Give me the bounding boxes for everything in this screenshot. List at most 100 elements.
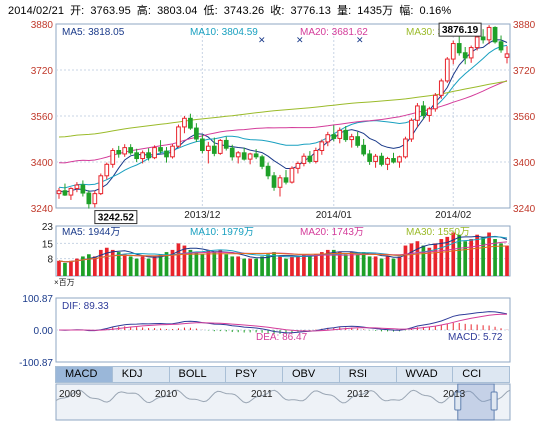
candle-body xyxy=(456,43,462,54)
tab-kdj[interactable]: KDJ xyxy=(113,367,170,382)
tab-wvad[interactable]: WVAD xyxy=(397,367,454,382)
candle-body xyxy=(223,139,229,149)
macd-tick: 0.00 xyxy=(34,326,54,337)
volume-bar xyxy=(451,232,456,276)
volume-bar xyxy=(367,256,372,276)
high-value: 3803.04 xyxy=(157,5,198,17)
candle-body xyxy=(265,165,271,177)
close-value: 3776.13 xyxy=(290,5,331,17)
tab-rsi[interactable]: RSI xyxy=(340,367,397,382)
candle-body xyxy=(432,94,438,110)
tab-psy[interactable]: PSY xyxy=(226,367,283,382)
candle-body xyxy=(241,152,247,160)
candle-body xyxy=(140,152,145,160)
volume-bar xyxy=(218,249,223,276)
volume-bar xyxy=(457,234,462,276)
candle-body xyxy=(211,145,217,154)
volume-bar xyxy=(373,256,378,276)
volume-bar xyxy=(176,243,181,276)
overview-year-label: 2009 xyxy=(59,389,82,400)
volume-bar xyxy=(242,258,247,276)
volume-bar xyxy=(248,258,252,276)
volume-bar xyxy=(319,252,324,276)
candle-body xyxy=(110,150,116,165)
volume-bar xyxy=(290,256,294,276)
high-callout-box xyxy=(438,22,482,37)
candle-body xyxy=(307,155,313,162)
volume-legend-ma10: MA10: 1979万 xyxy=(190,227,254,238)
high-label: 高: xyxy=(136,5,152,17)
event-marker-icon: ✕ xyxy=(296,35,304,45)
quote-date: 2014/02/21 xyxy=(8,5,65,17)
candle-body xyxy=(182,117,187,128)
price-tick-left: 3880 xyxy=(31,20,54,31)
candle-body xyxy=(104,163,110,177)
candle-body xyxy=(188,117,193,129)
candle-body xyxy=(403,138,408,158)
volume-bar xyxy=(361,252,366,276)
volume-bar xyxy=(487,232,491,276)
overview-year-label: 2012 xyxy=(347,389,370,400)
volume-bar xyxy=(92,256,97,276)
overview-year-label: 2013 xyxy=(443,389,466,400)
candle-body xyxy=(277,177,283,188)
volume-bar xyxy=(331,249,336,276)
overview-drag-handle[interactable] xyxy=(454,391,462,411)
candle-body xyxy=(313,150,319,162)
candle-body xyxy=(343,129,349,141)
volume-bar xyxy=(158,254,163,276)
volume-bar xyxy=(397,256,402,276)
tab-boll[interactable]: BOLL xyxy=(170,367,227,382)
price-tick-left: 3400 xyxy=(31,158,54,169)
candle-body xyxy=(217,139,223,154)
volume-bar xyxy=(236,256,241,276)
low-value: 3743.26 xyxy=(223,5,265,17)
volume-bar xyxy=(170,249,175,276)
volume-bar xyxy=(152,256,157,276)
volume-bar xyxy=(194,252,199,276)
volume-bar xyxy=(278,256,282,276)
low-callout-label: 3242.52 xyxy=(98,213,135,224)
overview-drag-handle[interactable] xyxy=(490,391,498,411)
macd-panel xyxy=(55,297,511,363)
price-tick-right: 3720 xyxy=(513,66,535,77)
volume-bar xyxy=(188,249,193,276)
x-tick-label: 2014/02 xyxy=(435,210,472,221)
candle-body xyxy=(200,138,205,151)
volume-tick: 15 xyxy=(42,239,54,250)
overview-year-label: 2011 xyxy=(251,389,273,400)
volume-bar xyxy=(403,245,408,276)
volume-bar xyxy=(164,252,169,276)
volume-bar xyxy=(230,256,235,276)
volume-bar xyxy=(325,249,330,276)
candle-body xyxy=(229,147,235,158)
candle-body xyxy=(379,155,384,165)
candle-body xyxy=(176,126,181,147)
candle-body xyxy=(259,156,265,167)
volume-bar xyxy=(57,260,61,276)
candle-body xyxy=(474,36,480,49)
candle-body xyxy=(421,105,426,116)
volume-bar xyxy=(104,247,109,276)
volume-bar xyxy=(463,241,468,276)
tab-cci[interactable]: CCI xyxy=(462,368,482,380)
price-tick-left: 3720 xyxy=(31,66,54,77)
candle-body xyxy=(289,167,295,183)
tab-obv[interactable]: OBV xyxy=(283,367,340,382)
overview-selection[interactable] xyxy=(457,383,495,421)
candle-body xyxy=(349,136,355,141)
volume-bar xyxy=(427,247,432,276)
change-label: 幅: xyxy=(399,5,414,17)
candle-body xyxy=(68,187,74,196)
tab-macd[interactable]: MACD xyxy=(56,367,113,382)
candle-body xyxy=(98,175,104,195)
candle-body xyxy=(128,147,134,154)
high-callout-label: 3876.19 xyxy=(442,25,479,36)
volume-bar xyxy=(122,254,127,276)
candle-body xyxy=(438,80,444,96)
event-marker-icon: ✕ xyxy=(258,35,266,45)
macd-legend-macd: MACD: 5.72 xyxy=(448,332,503,343)
volume-tick: 8 xyxy=(47,255,53,266)
volume-bar xyxy=(409,243,414,276)
